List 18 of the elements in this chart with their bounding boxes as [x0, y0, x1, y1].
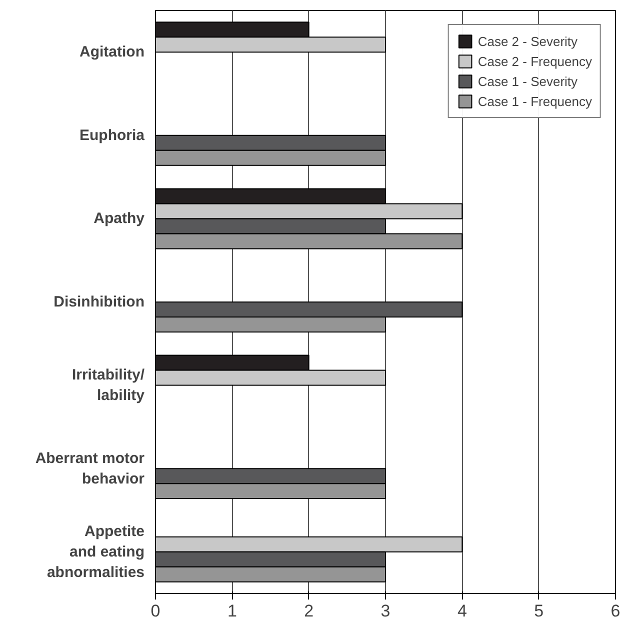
- y-tick-label: Irritability/ lability: [72, 366, 146, 404]
- x-tick-label: 2: [304, 602, 314, 620]
- legend-label: Case 2 - Frequency: [478, 54, 592, 68]
- x-tick-label: 4: [457, 602, 467, 620]
- legend-label: Case 1 - Severity: [478, 74, 578, 88]
- x-tick-label: 6: [610, 602, 620, 620]
- x-tick-label: 0: [150, 602, 160, 620]
- x-tick-label: 1: [227, 602, 237, 620]
- y-tick-label: Euphoria: [80, 126, 146, 144]
- x-tick-label: 3: [380, 602, 390, 620]
- legend-label: Case 2 - Severity: [478, 34, 578, 48]
- y-tick-label: Disinhibition: [54, 294, 145, 310]
- y-tick-label: Apathy: [94, 210, 146, 228]
- y-tick-label: Appetite and eating abnormalities: [46, 522, 145, 581]
- legend-label: Case 1 - Frequency: [478, 94, 592, 108]
- x-tick-label: 5: [534, 602, 544, 620]
- y-tick-label: Agitation: [80, 44, 145, 61]
- y-tick-label: Aberrant motor behavior: [35, 450, 145, 488]
